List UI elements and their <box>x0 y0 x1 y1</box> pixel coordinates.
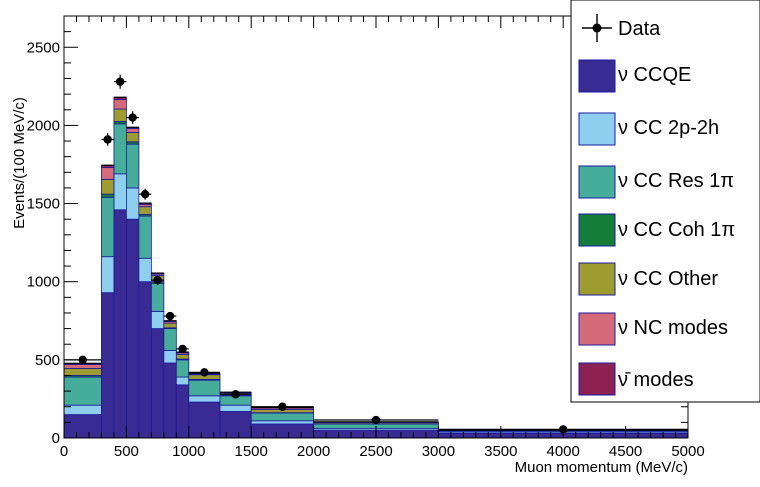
legend-label-res1pi: ν CC Res 1π <box>618 170 734 192</box>
bar-segment-s3-b1 <box>101 193 115 198</box>
y-tick-label-5: 2500 <box>27 39 60 56</box>
y-tick-label-1: 500 <box>35 352 60 369</box>
data-point-5 <box>153 275 162 285</box>
legend: Data ν CCQE ν CC 2p-2h ν CC Res 1π ν CC … <box>570 0 760 403</box>
data-point-11 <box>371 415 381 425</box>
legend-label-data: Data <box>618 18 661 40</box>
x-axis-label: Muon momentum (MeV/c) <box>515 459 688 476</box>
bar-segment-s0-b6 <box>163 362 177 439</box>
axis-ticks: 0 500 1000 1500 2000 2500 3000 3500 4000 4500 5000… <box>27 16 705 460</box>
bar-segment-s2-b10 <box>250 412 314 422</box>
bar-segment-s2-b5 <box>150 282 165 312</box>
bar-segment-s1-b4 <box>138 257 152 283</box>
bar-segment-s0-b0 <box>63 414 102 439</box>
y-axis-label: Events/(100 MeV/c) <box>11 97 28 229</box>
bar-segment-s5-b0 <box>63 364 102 369</box>
bar-segment-s1-b8 <box>188 395 221 403</box>
bar-segment-s0-b7 <box>175 384 190 439</box>
legend-swatch-1 <box>578 112 616 146</box>
bar-segment-s1-b1 <box>101 256 115 294</box>
legend-swatch-6 <box>578 362 616 396</box>
bar-segment-s5-b2 <box>113 99 127 110</box>
bar-segment-s0-b5 <box>150 328 165 439</box>
y-tick-label-3: 1500 <box>27 196 60 213</box>
bar-segment-s2-b3 <box>126 143 140 189</box>
x-tick-label-5: 2500 <box>359 443 392 460</box>
data-point-7 <box>178 344 187 354</box>
bar-segment-s0-b2 <box>113 209 127 439</box>
data-point-3 <box>128 113 137 122</box>
bar-segment-s1-b2 <box>113 173 127 211</box>
bar-segment-s1-b9 <box>219 404 252 412</box>
x-tick-label-9: 4500 <box>609 443 642 460</box>
data-point-9 <box>231 390 240 399</box>
bar-segment-s5-b3 <box>126 128 140 133</box>
legend-data-marker <box>592 23 602 33</box>
x-tick-label-8: 4000 <box>547 443 580 460</box>
bar-segment-s2-b8 <box>188 379 221 397</box>
x-tick-label-10: 5000 <box>671 443 704 460</box>
legend-label-coh1pi: ν CC Coh 1π <box>618 219 735 241</box>
y-tick-label-0: 0 <box>52 430 60 447</box>
data-point-10 <box>278 402 287 411</box>
data-point-6 <box>165 311 175 321</box>
bar-segment-s2-b2 <box>113 123 127 175</box>
bar-segment-s1-b7 <box>175 376 190 386</box>
data-point-4 <box>140 189 150 199</box>
data-point-2 <box>115 77 125 86</box>
x-tick-label-4: 2000 <box>297 443 330 460</box>
legend-swatch-5 <box>578 312 616 346</box>
bar-segment-s2-b1 <box>101 196 115 258</box>
bar-segment-s4-b4 <box>138 206 152 215</box>
bar-segment-s0-b1 <box>101 292 115 439</box>
bar-segment-s1-b6 <box>163 350 177 364</box>
bar-segment-s4-b2 <box>113 108 127 122</box>
y-tick-label-4: 2000 <box>27 117 60 134</box>
legend-swatch-4 <box>578 262 616 296</box>
bar-segment-s0-b10 <box>250 423 314 439</box>
bar-segment-s4-b3 <box>126 132 140 143</box>
legend-label-nc: ν NC modes <box>618 317 728 339</box>
bar-segment-s1-b10 <box>250 420 314 425</box>
data-points <box>64 74 688 434</box>
x-tick-label-1: 500 <box>114 443 139 460</box>
x-tick-label-0: 0 <box>60 443 68 460</box>
data-point-1 <box>103 135 112 144</box>
data-point-0 <box>78 355 87 365</box>
bar-segment-s4-b1 <box>101 178 115 195</box>
bar-segment-s1-b5 <box>150 310 165 329</box>
bar-segment-s5-b1 <box>101 167 115 180</box>
legend-label-2p2h: ν CC 2p-2h <box>618 117 719 139</box>
x-tick-label-7: 3500 <box>484 443 517 460</box>
legend-swatch-2 <box>578 165 616 199</box>
bar-segment-s0-b8 <box>188 401 221 439</box>
bar-segment-s0-b3 <box>126 218 140 439</box>
x-tick-label-2: 1000 <box>172 443 205 460</box>
bar-segment-s2-b7 <box>175 359 190 378</box>
bar-segment-s0-b9 <box>219 411 252 439</box>
data-point-8 <box>200 368 209 377</box>
legend-label-ccqe: ν CCQE <box>618 64 691 86</box>
bar-segment-s0-b4 <box>138 281 152 439</box>
bar-segment-s1-b3 <box>126 187 140 220</box>
x-tick-label-6: 3000 <box>422 443 455 460</box>
x-tick-label-3: 1500 <box>235 443 268 460</box>
legend-label-antinu: ν̄ modes <box>618 369 694 391</box>
legend-swatch-3 <box>578 213 616 247</box>
bar-segment-s2-b4 <box>138 215 152 259</box>
bar-segment-s4-b0 <box>63 368 102 376</box>
legend-label-ccother: ν CC Other <box>618 268 718 290</box>
y-tick-label-2: 1000 <box>27 274 60 291</box>
legend-swatch-0 <box>578 59 616 93</box>
bar-segment-s4-b6 <box>163 322 177 329</box>
bar-segment-s4-b7 <box>175 353 190 360</box>
bar-segment-s2-b6 <box>163 328 177 351</box>
